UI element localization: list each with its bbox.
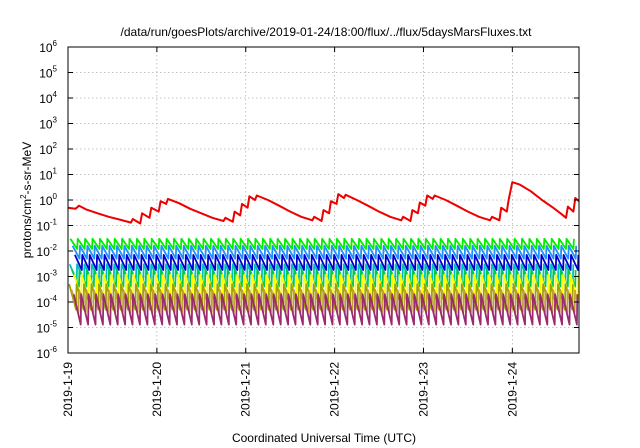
y-tick-exponent: -1	[50, 218, 58, 227]
y-tick-label: 104	[39, 90, 57, 106]
y-tick-exponent: -4	[50, 294, 58, 303]
y-tick-base: 10	[37, 220, 51, 234]
y-tick-label: 10-3	[37, 269, 58, 285]
y-tick-label: 10-5	[37, 320, 58, 336]
y-tick-label: 100	[39, 192, 57, 208]
x-tick-label: 2019-1-21	[239, 362, 253, 417]
y-tick-base: 10	[39, 169, 53, 183]
y-tick-label: 102	[39, 141, 57, 157]
y-tick-exponent: 0	[53, 192, 58, 201]
x-axis-label: Coordinated Universal Time (UTC)	[232, 431, 416, 445]
series-line	[74, 254, 580, 271]
y-tick-exponent: -3	[50, 269, 58, 278]
y-tick-label: 10-2	[37, 243, 58, 259]
y-tick-label: 10-1	[37, 218, 58, 234]
y-tick-base: 10	[39, 194, 53, 208]
y-tick-exponent: -6	[50, 345, 58, 354]
y-tick-exponent: 6	[53, 39, 58, 48]
y-tick-base: 10	[39, 67, 53, 81]
y-tick-exponent: 2	[53, 141, 58, 150]
series-layer	[67, 181, 580, 326]
y-tick-label: 106	[39, 39, 57, 55]
y-tick-base: 10	[37, 347, 51, 361]
series-line	[71, 244, 578, 260]
chart-title: /data/run/goesPlots/archive/2019-01-24/1…	[121, 25, 533, 39]
x-tick-label: 2019-1-20	[150, 362, 164, 417]
series-line	[67, 181, 580, 225]
series-line	[69, 237, 575, 250]
y-tick-base: 10	[37, 271, 51, 285]
y-tick-base: 10	[37, 296, 51, 310]
y-tick-exponent: 5	[53, 65, 58, 74]
y-tick-exponent: 3	[53, 116, 58, 125]
y-tick-base: 10	[39, 143, 53, 157]
x-tick-label: 2019-1-24	[505, 362, 519, 417]
y-tick-labels: 10-610-510-410-310-210-11001011021031041…	[37, 39, 58, 361]
y-tick-base: 10	[37, 245, 51, 259]
y-tick-label: 10-6	[37, 345, 58, 361]
y-tick-exponent: -2	[50, 243, 58, 252]
x-tick-label: 2019-1-19	[61, 362, 75, 417]
x-tick-labels: 2019-1-19 2019-1-20 2019-1-21 2019-1-22 2019…	[61, 362, 519, 417]
ticks	[67, 46, 579, 354]
y-tick-exponent: 4	[53, 90, 58, 99]
y-tick-base: 10	[39, 41, 53, 55]
x-tick-label: 2019-1-23	[416, 362, 430, 417]
y-tick-base: 10	[39, 118, 53, 132]
ylabel-text-a: protons/cm	[20, 199, 34, 258]
y-tick-exponent: -5	[50, 320, 58, 329]
y-tick-label: 105	[39, 65, 57, 81]
ylabel-text-b: -s-sr-MeV	[20, 142, 34, 195]
y-tick-label: 101	[39, 167, 57, 183]
series-line	[72, 293, 579, 326]
y-tick-base: 10	[39, 92, 53, 106]
y-tick-base: 10	[37, 322, 51, 336]
ylabel-superscript: 2	[19, 194, 28, 199]
y-tick-label: 10-4	[37, 294, 58, 310]
x-tick-label: 2019-1-22	[328, 362, 342, 417]
y-tick-label: 103	[39, 116, 57, 132]
y-tick-exponent: 1	[53, 167, 58, 176]
y-axis-label: protons/cm2-s-sr-MeV	[19, 142, 34, 258]
